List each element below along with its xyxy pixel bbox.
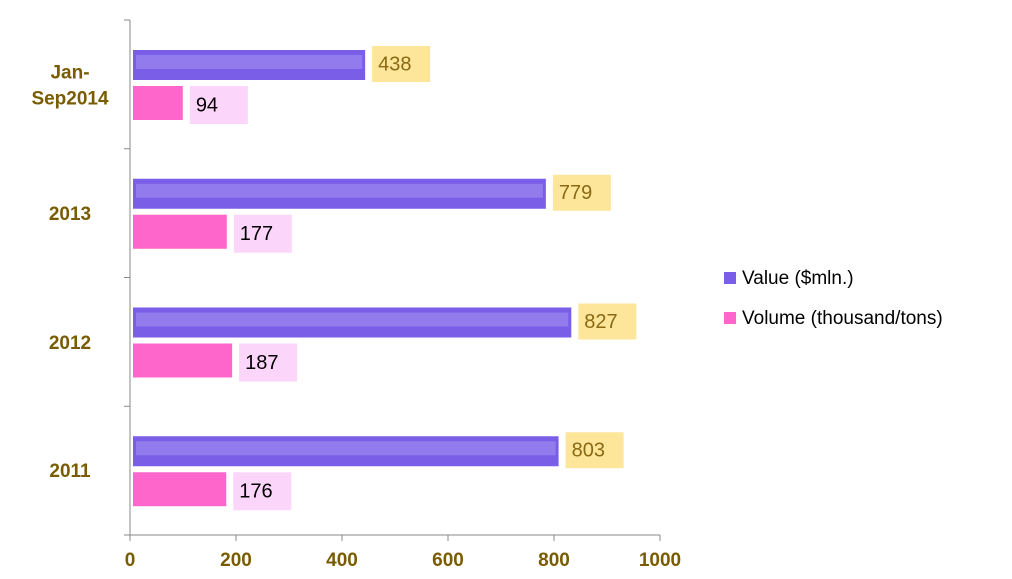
data-label-box <box>189 86 248 124</box>
data-label: 438 <box>378 53 411 75</box>
legend-label: Value ($mln.) <box>742 268 854 289</box>
x-tick-label: 400 <box>326 550 358 571</box>
bar-highlight <box>136 183 543 198</box>
bar <box>133 472 227 507</box>
legend-swatch <box>724 272 736 284</box>
category-label: 2013 <box>48 203 92 225</box>
data-label: 827 <box>584 311 617 333</box>
legend-label: Volume (thousand/tons) <box>742 308 943 329</box>
bar <box>133 178 546 209</box>
data-label-box <box>578 303 637 340</box>
x-tick-label: 200 <box>220 550 252 571</box>
data-label: 176 <box>239 481 272 503</box>
data-label: 803 <box>572 440 605 462</box>
data-label-box <box>239 343 298 382</box>
data-label-box <box>233 472 292 511</box>
bar-highlight <box>136 312 569 327</box>
data-label: 94 <box>196 94 218 116</box>
bar <box>133 86 183 120</box>
data-label-box <box>233 214 292 253</box>
bar-highlight <box>136 55 363 69</box>
x-tick-label: 0 <box>125 550 136 571</box>
legend-swatch <box>724 312 736 324</box>
x-tick-label: 1000 <box>639 550 681 571</box>
category-label: 2012 <box>48 332 92 354</box>
data-label-box <box>552 174 611 211</box>
x-tick-label: 800 <box>538 550 570 571</box>
data-label-box <box>372 46 431 82</box>
data-label: 779 <box>559 182 592 204</box>
bar <box>133 50 366 80</box>
bar <box>133 214 227 249</box>
data-label: 177 <box>240 223 273 245</box>
category-label: 2011 <box>49 461 91 483</box>
bar-highlight <box>136 441 556 456</box>
data-label-box <box>565 432 624 469</box>
x-tick-label: 600 <box>432 550 464 571</box>
bar <box>133 307 572 338</box>
bar <box>133 436 559 467</box>
bar <box>133 343 233 378</box>
category-label: Jan-Sep2014 <box>31 62 109 109</box>
data-label: 187 <box>245 352 278 374</box>
